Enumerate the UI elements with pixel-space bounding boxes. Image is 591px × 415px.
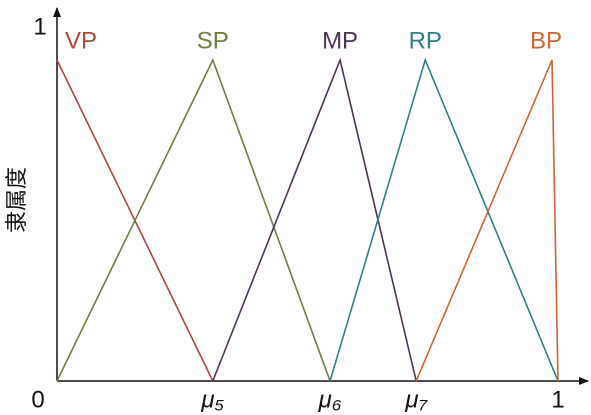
series-line (212, 57, 417, 382)
y-tick-label: 1 (33, 13, 46, 40)
y-axis-label: 隶属度 (4, 167, 29, 233)
x-tick-label: 0 (31, 386, 44, 413)
x-tick-label: μ₅ (200, 386, 224, 413)
series-label: SP (197, 27, 229, 54)
series-label: RP (409, 27, 442, 54)
x-tick-label: 1 (551, 386, 564, 413)
series-line (329, 57, 559, 382)
x-tick-label: μ₆ (318, 386, 342, 413)
series-label: MP (322, 27, 358, 54)
series-label: VP (65, 27, 97, 54)
series-line (56, 57, 331, 382)
x-tick-label: μ₇ (404, 386, 428, 413)
series-label: BP (530, 27, 562, 54)
series-line (415, 59, 559, 382)
